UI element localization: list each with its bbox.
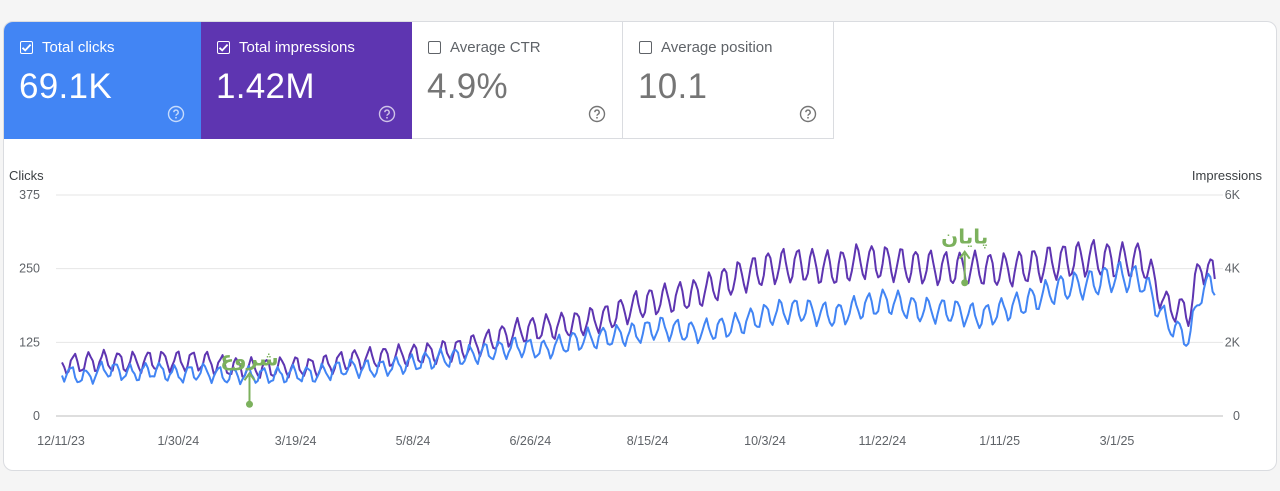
help-circle-icon[interactable]: [799, 105, 817, 123]
annotation-start-arrow-icon: [243, 371, 256, 381]
annotation-end-dot: [961, 279, 969, 287]
checkbox-unchecked-icon[interactable]: [428, 41, 441, 54]
chart-annotations: شروع پایان: [220, 225, 988, 408]
right-axis-ticks: 6K 4K 2K 0: [1225, 188, 1241, 423]
right-tick-label: 2K: [1225, 335, 1241, 349]
checkbox-checked-icon[interactable]: [20, 41, 33, 54]
metric-average-ctr[interactable]: Average CTR 4.9%: [412, 22, 623, 139]
metric-tabs: Total clicks 69.1K Total impressions 1.4…: [4, 22, 834, 139]
performance-card: Total clicks 69.1K Total impressions 1.4…: [3, 21, 1277, 471]
metric-label: Average position: [661, 39, 773, 56]
metric-value: 1.42M: [216, 67, 315, 106]
x-tick-label: 11/22/24: [858, 434, 906, 448]
x-tick-label: 10/3/24: [744, 434, 786, 448]
right-tick-label: 0: [1233, 409, 1240, 423]
annotation-start-label: شروع: [220, 346, 278, 370]
metric-value: 4.9%: [427, 67, 508, 106]
right-tick-label: 4K: [1225, 262, 1241, 276]
chart-gridlines: [56, 194, 1223, 417]
metric-value: 10.1: [638, 67, 708, 106]
left-tick-label: 375: [19, 188, 40, 202]
metric-value: 69.1K: [19, 67, 112, 106]
help-circle-icon[interactable]: [378, 105, 396, 123]
x-tick-label: 3/1/25: [1100, 434, 1135, 448]
left-tick-label: 0: [33, 409, 40, 423]
help-circle-icon[interactable]: [167, 105, 185, 123]
x-tick-label: 5/8/24: [396, 434, 431, 448]
annotation-end-label: پایان: [941, 225, 988, 250]
metric-label: Total impressions: [239, 39, 355, 56]
x-tick-label: 12/11/23: [37, 434, 85, 448]
performance-chart[interactable]: Clicks Impressions 375 250 125 0 6K 4K 2K 0 12…: [4, 22, 1276, 470]
series-line-impressions: [61, 239, 1216, 379]
x-axis-ticks: 12/11/23 1/30/24 3/19/24 5/8/24 6/26/24 8/15/…: [37, 434, 1134, 448]
help-circle-icon[interactable]: [588, 105, 606, 123]
metric-average-position[interactable]: Average position 10.1: [623, 22, 834, 139]
x-tick-label: 8/15/24: [627, 434, 669, 448]
checkbox-unchecked-icon[interactable]: [639, 41, 652, 54]
metric-total-clicks[interactable]: Total clicks 69.1K: [4, 22, 201, 139]
right-axis-title: Impressions: [1192, 168, 1263, 183]
checkbox-checked-icon[interactable]: [217, 41, 230, 54]
x-tick-label: 1/11/25: [979, 434, 1020, 448]
x-tick-label: 6/26/24: [509, 434, 551, 448]
metric-total-impressions[interactable]: Total impressions 1.42M: [201, 22, 412, 139]
left-axis-title: Clicks: [9, 168, 44, 183]
metric-label: Total clicks: [42, 39, 115, 56]
metric-label: Average CTR: [450, 39, 541, 56]
annotation-start-dot: [245, 400, 253, 408]
left-tick-label: 250: [19, 262, 40, 276]
x-tick-label: 3/19/24: [275, 434, 317, 448]
left-tick-label: 125: [19, 335, 40, 349]
right-tick-label: 6K: [1225, 188, 1241, 202]
annotation-end-arrow-icon: [958, 250, 971, 260]
x-tick-label: 1/30/24: [157, 434, 199, 448]
left-axis-ticks: 375 250 125 0: [19, 188, 40, 423]
